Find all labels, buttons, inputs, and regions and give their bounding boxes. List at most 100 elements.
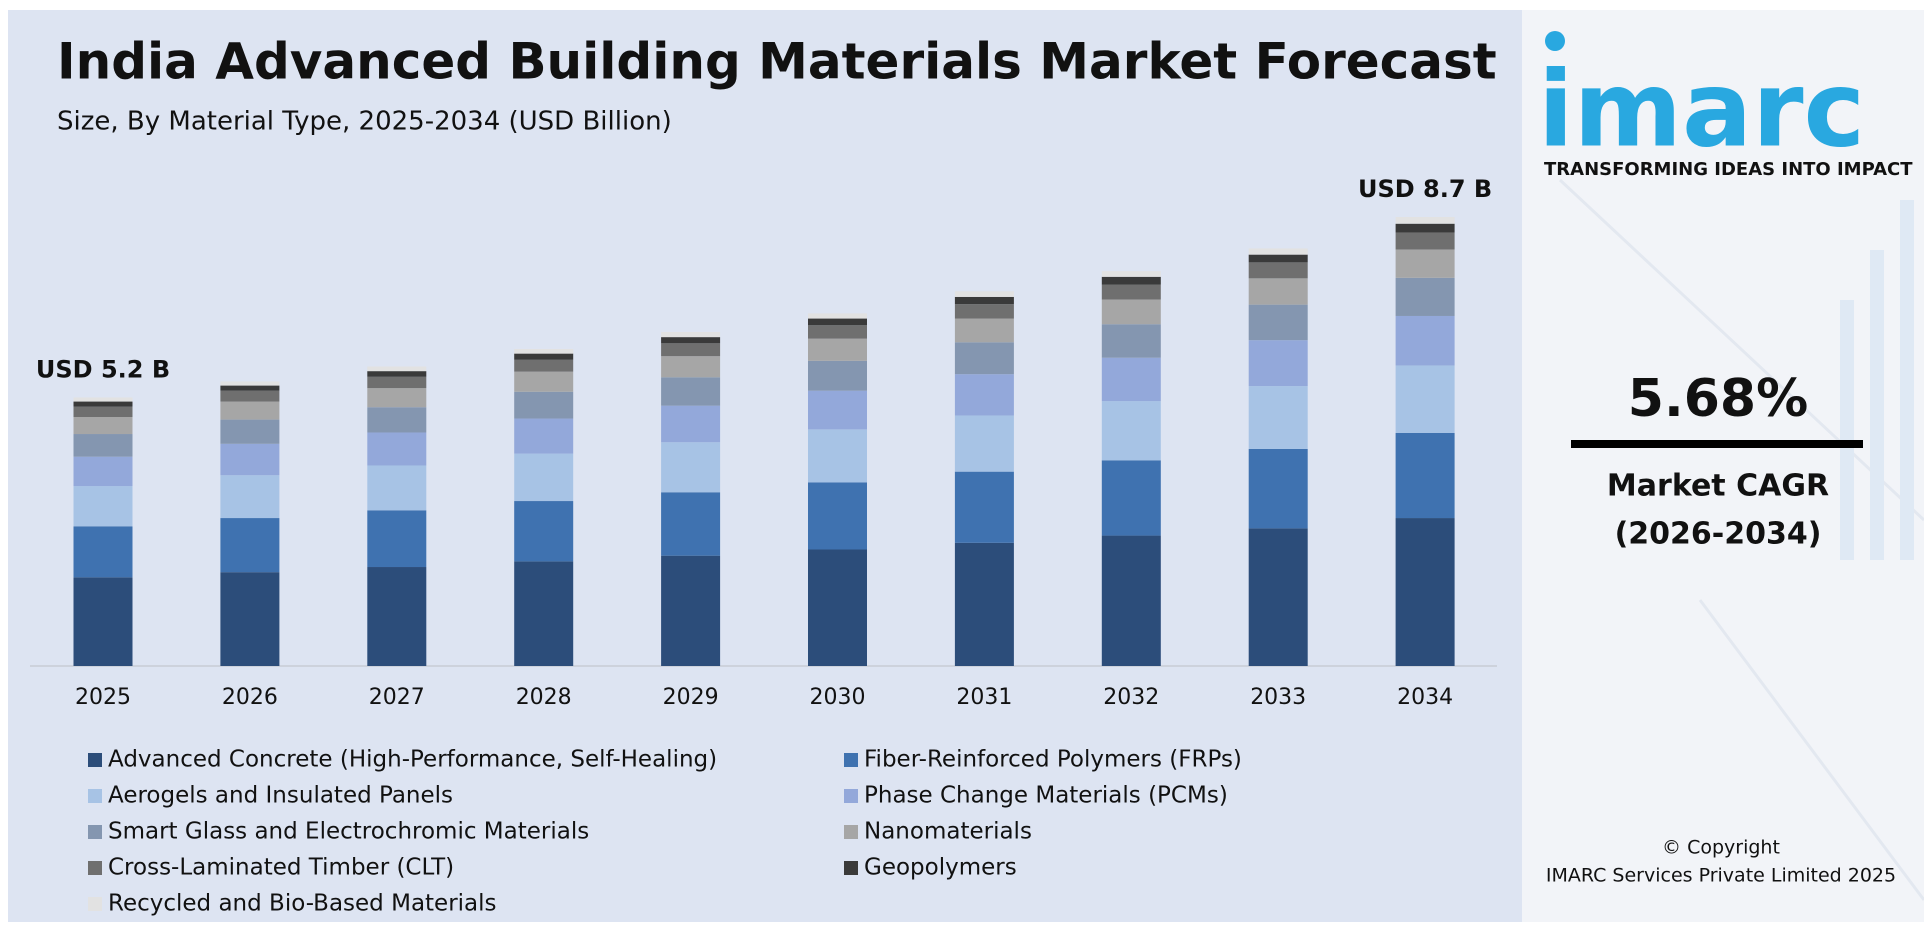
bar-segment [1395, 315, 1455, 366]
chart-subtitle: Size, By Material Type, 2025-2034 (USD B… [57, 107, 672, 137]
legend-swatch [88, 753, 102, 767]
bar-segment [661, 405, 721, 443]
bar-segment [73, 577, 133, 666]
bar-segment [514, 353, 574, 360]
bar-segment [954, 542, 1014, 666]
bar-segment [954, 471, 1014, 543]
bar-segment [1101, 460, 1161, 536]
bar-segment [514, 371, 574, 392]
bar-segment [367, 407, 427, 433]
bar-segment [1395, 432, 1455, 519]
bar-segment [367, 567, 427, 666]
legend-label: Recycled and Bio-Based Materials [108, 891, 497, 917]
bar-segment [1395, 518, 1455, 666]
bar-segment [954, 318, 1014, 343]
bar-segment [808, 360, 867, 391]
logo-dot [1545, 31, 1565, 51]
x-tick-label: 2029 [663, 685, 719, 710]
bar-segment [661, 377, 721, 406]
bar-segment [220, 475, 280, 519]
bar-segment [367, 366, 427, 372]
chart-title: India Advanced Building Materials Market… [57, 33, 1497, 91]
bar-segment [1101, 284, 1161, 300]
bar-segment [514, 348, 574, 354]
x-tick-label: 2034 [1397, 685, 1453, 710]
legend-swatch [88, 897, 102, 911]
bar-segment [1101, 299, 1161, 325]
bar-segment [73, 456, 133, 487]
bar-segment [367, 510, 427, 568]
bar-segment [661, 442, 721, 493]
bar-segment [1248, 248, 1308, 255]
bar-segment [1248, 254, 1308, 263]
legend-swatch [88, 789, 102, 803]
cagr-period: (2026-2034) [1615, 517, 1822, 552]
x-tick-label: 2030 [810, 685, 866, 710]
bar-segment [1248, 386, 1308, 449]
legend-swatch [844, 825, 858, 839]
logo: imarc [1538, 48, 1865, 170]
bar-segment [1395, 365, 1455, 433]
bar-segment [73, 486, 133, 527]
bar-segment [1395, 217, 1455, 224]
bar-segment [73, 397, 133, 402]
bar-segment [514, 453, 574, 502]
bar-segment [73, 526, 133, 578]
bar-segment [808, 429, 867, 483]
bar-segment [954, 296, 1014, 305]
legend-label: Nanomaterials [864, 819, 1032, 845]
legend-swatch [88, 825, 102, 839]
bar-segment [1395, 249, 1455, 278]
bar-segment [808, 390, 867, 430]
bar-segment [1395, 223, 1455, 233]
bar-segment [220, 390, 280, 402]
bar-segment [514, 359, 574, 372]
bar-segment [220, 385, 280, 391]
bar-segment [661, 331, 721, 338]
bar-segment [220, 419, 280, 444]
x-tick-label: 2032 [1103, 685, 1159, 710]
bar-segment [1395, 277, 1455, 316]
bar-segment [1248, 528, 1308, 666]
bar-segment [367, 371, 427, 377]
bar-segment [1248, 262, 1308, 279]
legend-swatch [844, 753, 858, 767]
bar-segment [1101, 324, 1161, 358]
bar-segment [367, 388, 427, 408]
total-label: USD 5.2 B [36, 355, 170, 383]
copyright: © Copyright [1662, 837, 1780, 859]
company: IMARC Services Private Limited 2025 [1546, 865, 1896, 887]
bar-segment [73, 401, 133, 407]
bar-segment [808, 549, 867, 666]
bar-segment [1101, 535, 1161, 666]
bar-segment [954, 342, 1014, 375]
legend-label: Phase Change Materials (PCMs) [864, 783, 1228, 809]
bar-segment [514, 501, 574, 562]
x-tick-label: 2027 [369, 685, 425, 710]
legend-label: Cross-Laminated Timber (CLT) [108, 855, 454, 881]
bar-segment [954, 304, 1014, 319]
bar-segment [661, 356, 721, 378]
bar-segment [73, 417, 133, 435]
legend-label: Geopolymers [864, 855, 1017, 881]
bar-segment [1248, 448, 1308, 529]
legend-label: Aerogels and Insulated Panels [108, 783, 453, 809]
bar-segment [514, 418, 574, 454]
x-tick-label: 2031 [956, 685, 1012, 710]
bar-segment [73, 434, 133, 457]
bar-segment [73, 406, 133, 418]
x-tick-label: 2025 [75, 685, 131, 710]
x-tick-label: 2028 [516, 685, 572, 710]
bar-segment [1248, 278, 1308, 305]
bar-segment [808, 482, 867, 550]
bar-segment [661, 555, 721, 666]
bar-segment [220, 518, 280, 573]
legend-label: Smart Glass and Electrochromic Materials [108, 819, 589, 845]
sidebar-decoration [1558, 178, 1924, 901]
bar-segment [514, 391, 574, 419]
legend-swatch [844, 789, 858, 803]
bar-segment [220, 401, 280, 420]
bar-segment [808, 318, 867, 326]
bar-segment [661, 492, 721, 556]
